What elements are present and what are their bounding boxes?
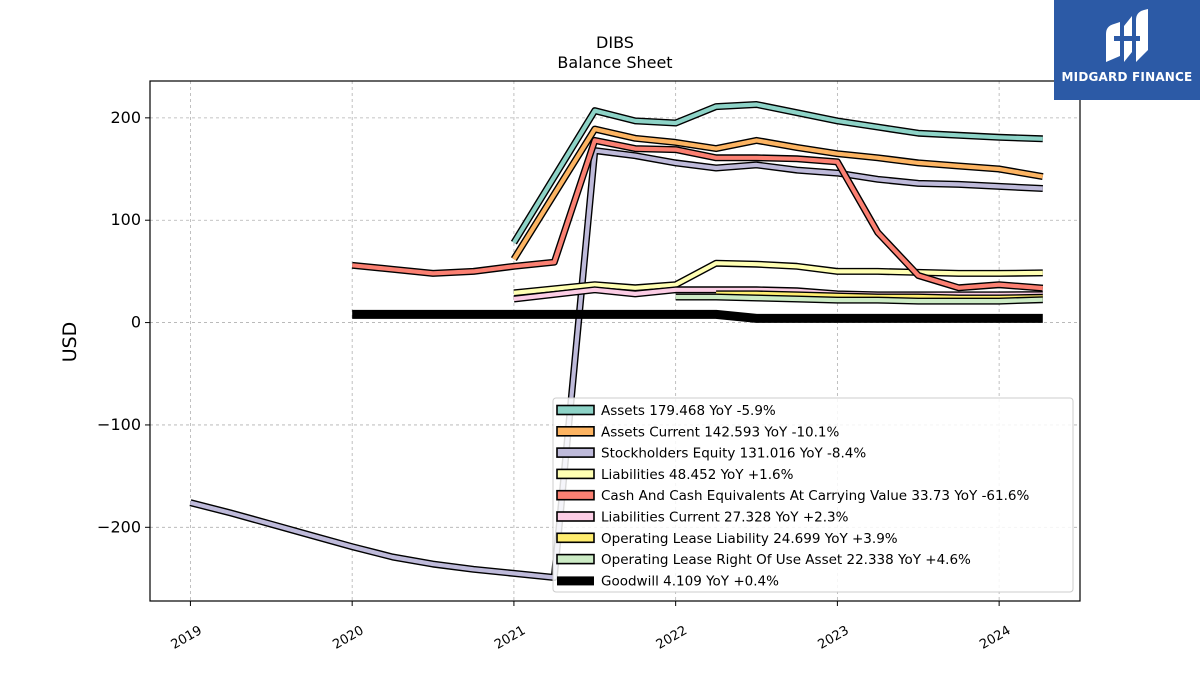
legend-entry: Stockholders Equity 131.016 YoY -8.4% — [601, 446, 866, 462]
legend-swatch — [556, 532, 595, 544]
legend-entry: Operating Lease Right Of Use Asset 22.33… — [601, 552, 971, 568]
y-tick-label: −100 — [97, 415, 141, 434]
legend-swatch — [556, 511, 595, 522]
series-line — [189, 147, 1043, 581]
legend-entry: Liabilities 48.452 YoY +1.6% — [601, 467, 794, 483]
legend-entry: Goodwill 4.109 YoY +0.4% — [601, 573, 779, 589]
series-line — [675, 293, 1043, 305]
x-tick-label: 2020 — [330, 623, 366, 653]
y-axis-label: USD — [59, 322, 81, 363]
chart-title: DIBS — [596, 33, 634, 52]
series-line — [351, 136, 1044, 292]
legend: Assets 179.468 YoY -5.9% Assets Current 1… — [552, 397, 1074, 593]
legend-swatch — [556, 425, 595, 437]
series-line — [513, 259, 1043, 297]
series-lines — [189, 101, 1044, 581]
series-line — [352, 309, 1043, 323]
y-tick-label: 0 — [131, 313, 141, 332]
y-tick-label: −200 — [97, 517, 141, 536]
legend-entry: Cash And Cash Equivalents At Carrying Va… — [601, 488, 1029, 504]
legend-swatch — [556, 447, 595, 458]
legend-entry: Assets 179.468 YoY -5.9% — [601, 403, 776, 419]
y-axis-ticks: 200 100 0 −100 −200 — [97, 108, 150, 536]
plot-frame — [149, 80, 1081, 602]
legend-entry: Liabilities Current 27.328 YoY +2.3% — [601, 510, 849, 526]
legend-swatch — [556, 468, 595, 480]
legend-swatch — [557, 576, 594, 586]
x-tick-label: 2024 — [977, 623, 1013, 653]
logo-text: MIDGARD FINANCE — [1061, 70, 1193, 84]
x-tick-label: 2019 — [169, 623, 205, 653]
series-line — [510, 101, 1043, 245]
midgard-finance-logo: MIDGARD FINANCE — [1054, 0, 1200, 100]
legend-swatch — [556, 489, 595, 501]
legend-swatch — [556, 404, 595, 416]
y-tick-label: 100 — [110, 210, 141, 229]
chart-subtitle: Balance Sheet — [557, 53, 672, 72]
logo-mark-icon — [1106, 9, 1148, 62]
legend-entry: Operating Lease Liability 24.699 YoY +3.… — [601, 531, 898, 547]
x-axis-ticks: 2019 2020 2021 2022 2023 2024 — [169, 601, 1013, 653]
legend-entry: Assets Current 142.593 YoY -10.1% — [601, 424, 840, 440]
x-tick-label: 2023 — [816, 623, 852, 653]
legend-swatch — [556, 553, 595, 565]
y-tick-label: 200 — [110, 108, 141, 127]
x-tick-label: 2021 — [492, 623, 528, 653]
legend-box — [552, 397, 1074, 593]
x-tick-label: 2022 — [654, 623, 690, 653]
series-line — [510, 125, 1044, 261]
